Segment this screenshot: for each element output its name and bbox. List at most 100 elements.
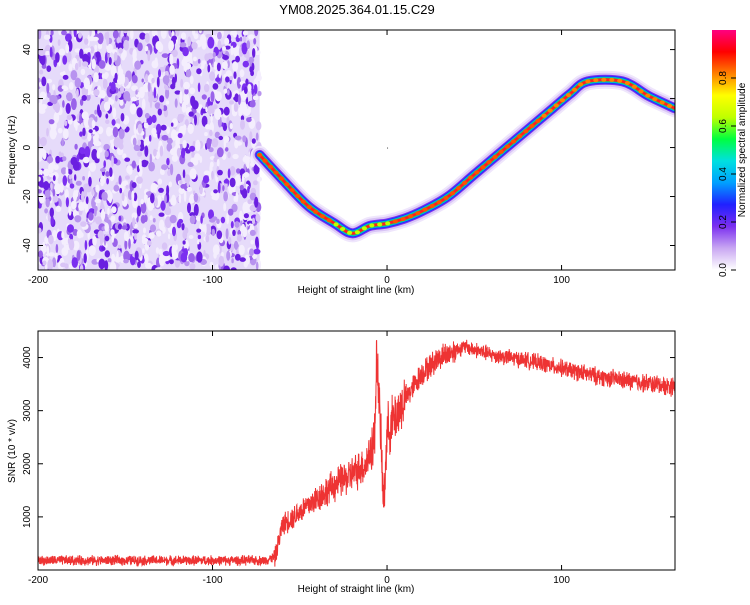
ridge-peak — [273, 170, 279, 175]
noise-blob — [222, 185, 225, 192]
noise-blob — [49, 46, 53, 58]
noise-blob — [196, 251, 203, 263]
noise-blob — [91, 58, 96, 70]
noise-blob — [240, 220, 243, 227]
noise-blob — [100, 208, 106, 221]
noise-blob — [102, 78, 108, 89]
ridge-band — [254, 74, 675, 239]
noise-blob — [179, 42, 187, 48]
noise-blob — [217, 169, 223, 176]
noise-blob — [123, 259, 129, 264]
noise-blob — [210, 113, 213, 123]
noise-blob — [43, 34, 51, 40]
noise-blob — [78, 32, 82, 39]
noise-blob — [235, 55, 241, 63]
noise-blob — [196, 228, 202, 233]
noise-blob — [65, 197, 69, 208]
noise-blob — [151, 30, 157, 37]
noise-blob — [74, 48, 81, 53]
noise-blob — [104, 52, 108, 64]
noise-blob — [52, 257, 57, 268]
top-plot-frame — [37, 29, 676, 271]
noise-blob — [144, 112, 150, 119]
noise-blob — [232, 229, 236, 236]
noise-blob — [141, 98, 146, 111]
chart-title: YM08.2025.364.01.15.C29 — [279, 2, 434, 17]
noise-blob — [210, 91, 215, 103]
noise-blob — [212, 83, 219, 90]
ridge-peak — [313, 209, 319, 214]
noise-blob — [104, 64, 112, 71]
noise-blob — [224, 37, 230, 46]
noise-blob — [118, 215, 122, 222]
noise-blob — [38, 176, 41, 182]
ridge-peak — [498, 149, 504, 154]
noise-blob — [124, 239, 128, 250]
top-y-tick-label: -40 — [22, 238, 33, 253]
noise-blob — [186, 186, 193, 192]
noise-blob — [132, 217, 136, 228]
noise-blob — [121, 192, 125, 202]
noise-blob — [38, 189, 42, 194]
ridge-peak — [284, 182, 290, 187]
ridge-peak — [617, 78, 623, 83]
noise-blob — [227, 151, 231, 159]
noise-blob — [250, 70, 255, 77]
noise-blob — [171, 35, 177, 41]
noise-blob — [204, 132, 208, 137]
noise-blob — [187, 202, 191, 214]
ridge-peak — [572, 87, 578, 92]
noise-blob — [233, 61, 238, 71]
noise-blob — [131, 85, 136, 91]
ridge-peak — [652, 97, 658, 102]
bottom-plot-frame — [37, 330, 676, 571]
noise-blob — [117, 42, 124, 50]
noise-blob — [137, 42, 143, 52]
noise-blob — [52, 195, 59, 203]
noise-blob — [84, 38, 89, 45]
noise-blob — [257, 90, 262, 97]
noise-blob — [50, 30, 54, 36]
noise-blob — [178, 193, 182, 204]
ridge-peak — [436, 200, 442, 205]
noise-blob — [249, 100, 256, 108]
noise-blob — [179, 90, 183, 103]
noise-blob — [62, 128, 69, 140]
ridge-peak — [262, 158, 268, 163]
noise-blob — [42, 260, 47, 266]
noise-blob — [211, 228, 216, 237]
noise-blob — [148, 232, 155, 239]
noise-blob — [203, 83, 210, 93]
top-y-tick-label: 40 — [22, 44, 33, 56]
noise-blob — [201, 115, 208, 127]
noise-blob — [42, 149, 47, 160]
noise-blob — [198, 30, 202, 34]
noise-blob — [101, 246, 106, 251]
noise-blob — [221, 60, 228, 70]
noise-blob — [139, 87, 145, 99]
noise-blob — [157, 178, 163, 185]
noise-blob — [191, 100, 199, 110]
noise-blob — [189, 212, 196, 217]
noise-blob — [98, 109, 102, 118]
noise-blob — [162, 75, 170, 85]
ridge-peak — [468, 175, 474, 180]
bottom-x-axis: -200 -100 0 100 — [28, 331, 570, 586]
noise-blob — [100, 168, 106, 172]
noise-blob — [217, 39, 222, 50]
noise-blob — [136, 205, 141, 217]
noise-blob — [48, 119, 55, 125]
noise-blob — [140, 202, 147, 214]
noise-blob — [68, 206, 72, 216]
snr-panel: -200 -100 0 100 1000 2000 3000 4000 Height of … — [7, 330, 676, 595]
noise-blob — [183, 124, 187, 131]
noise-blob — [149, 224, 157, 232]
noise-blob — [80, 221, 87, 227]
noise-blob — [205, 124, 211, 130]
ridge-peak — [553, 103, 559, 108]
noise-blob — [149, 153, 152, 165]
noise-blob — [236, 234, 242, 242]
noise-blob — [53, 164, 59, 171]
ridge-peak — [278, 176, 284, 181]
noise-blob — [64, 189, 69, 200]
